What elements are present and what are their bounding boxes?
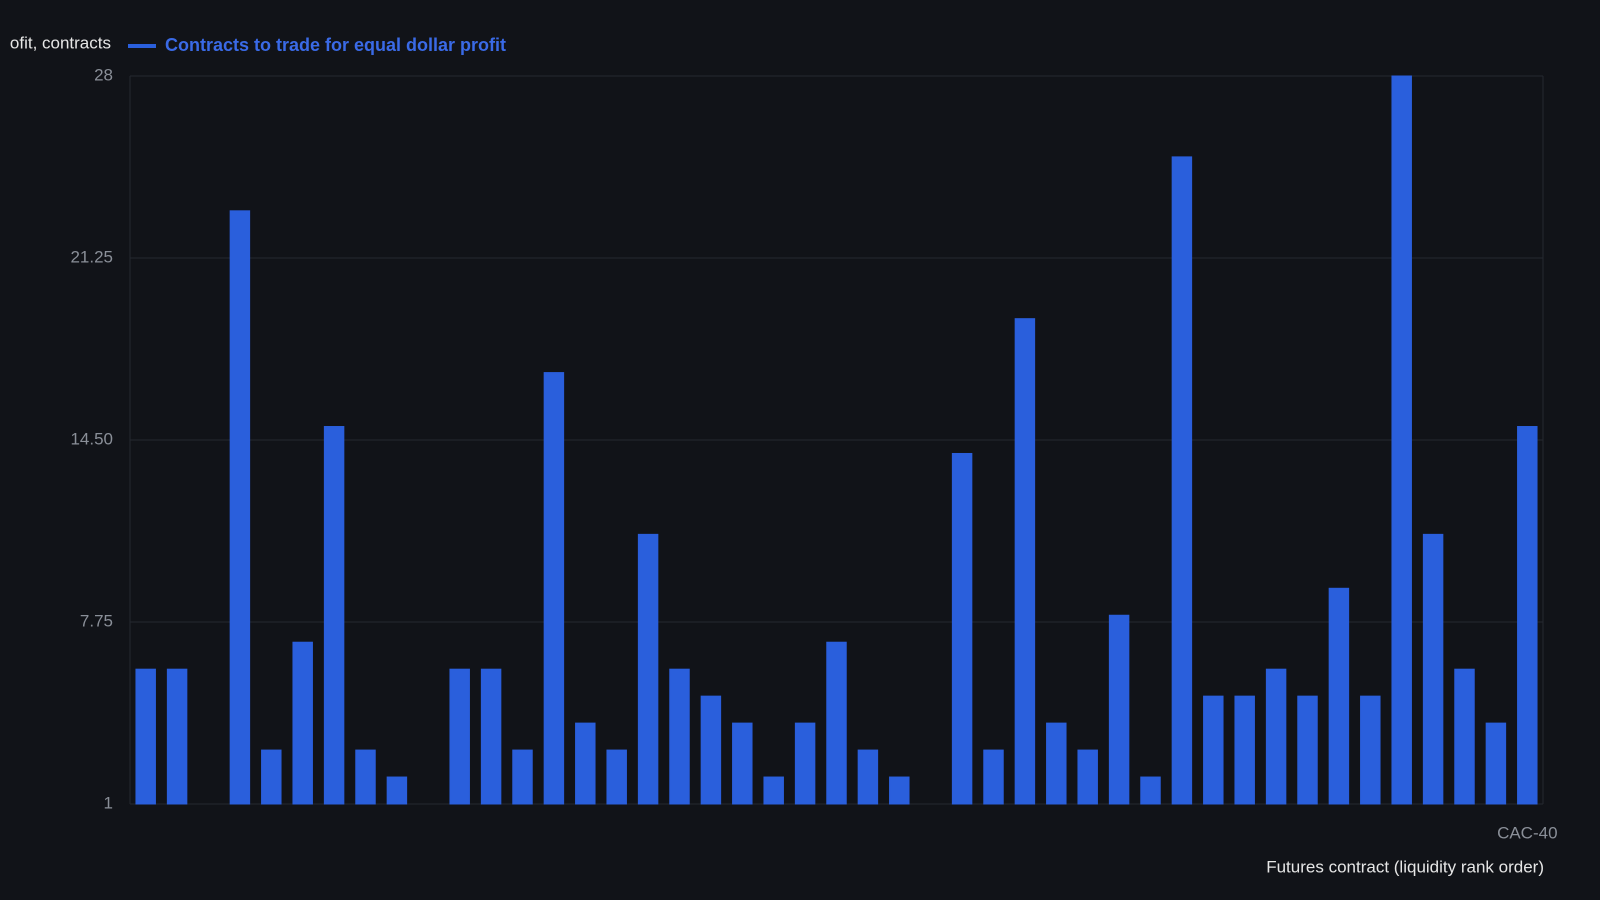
x-axis-label: Futures contract (liquidity rank order) — [1266, 857, 1544, 876]
bar — [889, 776, 910, 805]
bar — [700, 695, 722, 805]
bar — [135, 668, 156, 805]
bar — [480, 668, 502, 805]
bar — [292, 641, 313, 805]
bar — [794, 722, 816, 805]
bar — [355, 749, 376, 805]
y-axis-label: ofit, contracts — [10, 33, 111, 52]
bar — [1046, 722, 1067, 805]
bar — [951, 452, 973, 805]
x-tick-label: CAC-40 — [1497, 823, 1557, 842]
bar — [1391, 75, 1412, 805]
bar — [669, 668, 690, 805]
bar — [1140, 776, 1161, 805]
bar — [826, 641, 847, 805]
bar — [1328, 587, 1350, 805]
y-tick-label: 1 — [104, 793, 113, 812]
bar — [1234, 695, 1255, 805]
bar — [1360, 695, 1381, 805]
bar — [1485, 722, 1507, 805]
y-tick-label: 28 — [94, 65, 113, 84]
y-tick-label: 14.50 — [70, 429, 113, 448]
bar — [606, 749, 627, 805]
bar — [1014, 318, 1036, 805]
y-tick-label: 7.75 — [80, 611, 113, 630]
bar — [983, 749, 1004, 805]
bar — [1454, 668, 1475, 805]
y-tick-label: 21.25 — [70, 247, 113, 266]
bar — [543, 372, 565, 805]
bar — [1108, 614, 1130, 805]
bar — [1203, 695, 1224, 805]
bar — [1422, 533, 1444, 805]
bar — [323, 426, 345, 805]
bar — [512, 749, 533, 805]
bar — [1297, 695, 1318, 805]
bar — [575, 722, 596, 805]
bar — [1171, 156, 1193, 805]
bar — [449, 668, 470, 805]
bar — [261, 749, 282, 805]
bar — [229, 210, 251, 805]
bar — [1517, 426, 1538, 805]
bar — [166, 668, 188, 805]
bar — [1265, 668, 1287, 805]
bar — [637, 533, 659, 805]
legend-label: Contracts to trade for equal dollar prof… — [165, 35, 506, 55]
bar — [732, 722, 753, 805]
bar — [386, 776, 408, 805]
bar — [763, 776, 784, 805]
bar — [1077, 749, 1098, 805]
bar — [857, 749, 879, 805]
